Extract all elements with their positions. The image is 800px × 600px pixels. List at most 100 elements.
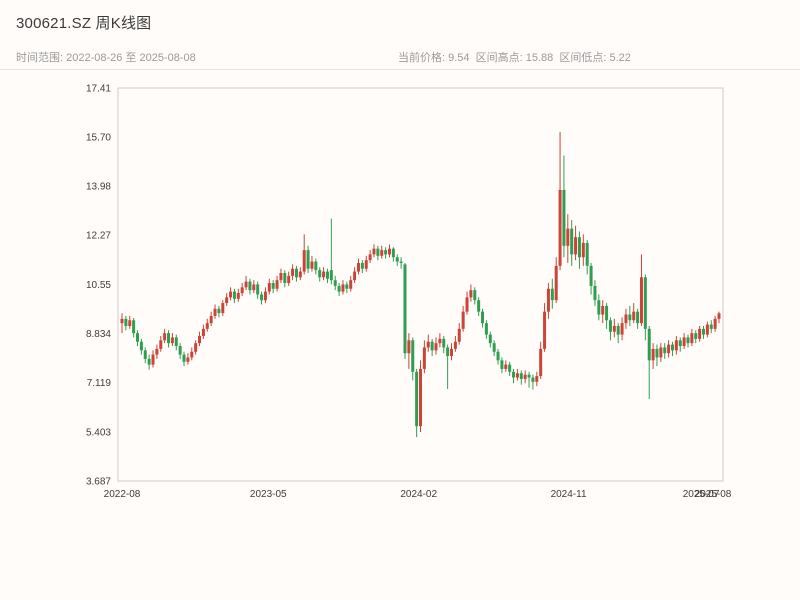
candle-body-down (124, 318, 128, 326)
candle-body-down (597, 300, 601, 315)
candle-body-up (128, 320, 132, 326)
x-tick-label: 2025-08 (695, 489, 732, 500)
candle-body-down (481, 311, 485, 324)
candle-body-down (415, 371, 419, 427)
candle-body-up (186, 357, 190, 362)
candle-body-down (167, 333, 171, 344)
candle-body-down (473, 290, 477, 301)
candle-body-down (256, 284, 260, 295)
candle-body-down (647, 328, 651, 361)
candle-body-down (376, 248, 380, 256)
candle-body-up (201, 328, 205, 337)
candle-body-down (519, 373, 523, 379)
candle-body-up (713, 318, 717, 329)
candle-body-up (535, 376, 539, 382)
candle-body-down (608, 320, 612, 332)
y-tick-label: 17.41 (86, 84, 111, 95)
candle-body-up (368, 254, 372, 261)
candle-body-down (550, 288, 554, 301)
candle-body-down (411, 340, 415, 372)
candle-body-up (349, 280, 353, 289)
candle-body-down (294, 268, 298, 278)
candle-body-down (636, 311, 640, 324)
price-summary-label: 当前价格: 9.54 区间高点: 15.88 区间低点: 5.22 (398, 52, 631, 64)
candle-body-up (120, 318, 124, 324)
candle-body-up (554, 265, 558, 301)
candle-body-down (391, 248, 395, 258)
candle-body-up (341, 284, 345, 292)
x-tick-label: 2024-02 (400, 489, 437, 500)
candle-body-up (190, 351, 194, 358)
candle-body-down (512, 371, 516, 378)
candle-body-down (484, 323, 488, 335)
candle-body-down (306, 250, 310, 269)
candle-body-up (546, 288, 550, 312)
candle-body-up (504, 364, 508, 369)
candle-body-up (155, 348, 159, 355)
candle-body-down (329, 270, 333, 281)
candle-body-down (442, 338, 446, 348)
y-tick-label: 8.834 (86, 329, 111, 340)
x-tick-label: 2025-07 (683, 489, 720, 500)
candle-body-down (178, 346, 182, 355)
candle-body-up (310, 261, 314, 269)
candle-body-up (717, 313, 721, 319)
candle-body-up (221, 303, 225, 314)
plot-frame (117, 87, 724, 482)
y-tick-label: 7.119 (87, 378, 112, 389)
candle-body-up (461, 311, 465, 329)
candle-body-up (380, 250, 384, 256)
candle-body-down (232, 291, 236, 299)
candle-body-up (457, 328, 461, 342)
candle-body-up (651, 348, 655, 361)
candle-body-up (291, 268, 295, 276)
candle-body-up (170, 337, 174, 344)
candle-body-down (589, 265, 593, 286)
candle-body-down (508, 364, 512, 372)
candle-body-up (198, 336, 202, 344)
candle-body-down (403, 264, 407, 354)
candle-body-down (325, 271, 329, 279)
candle-body-down (360, 262, 364, 269)
candle-body-up (674, 340, 678, 351)
candle-body-up (632, 311, 636, 321)
page-title: 300621.SZ 周K线图 (16, 15, 152, 32)
candle-body-up (539, 348, 543, 377)
candle-body-down (271, 283, 275, 289)
candle-body-up (434, 343, 438, 351)
candle-body-up (450, 348, 454, 357)
candle-body-up (698, 328, 702, 339)
candle-body-up (275, 280, 279, 289)
candle-body-up (236, 293, 240, 299)
header-divider (0, 69, 800, 70)
candle-body-up (601, 305, 605, 315)
candle-body-up (426, 341, 430, 348)
candle-body-down (701, 328, 705, 335)
candle-body-down (709, 324, 713, 329)
candle-body-down (139, 341, 143, 351)
candle-body-up (229, 291, 233, 298)
candle-body-up (372, 248, 376, 255)
candle-body-down (345, 284, 349, 289)
candle-body-down (628, 314, 632, 321)
candle-body-down (217, 308, 221, 314)
candle-body-up (407, 340, 411, 354)
candle-body-down (500, 360, 504, 369)
candle-body-down (147, 358, 151, 365)
candle-body-up (574, 237, 578, 255)
candle-body-up (356, 262, 360, 272)
candle-body-up (151, 354, 155, 365)
kline-chart: 17.41 15.70 13.98 12.27 10.55 8.834 7.119 5.403… (86, 84, 732, 501)
candle-body-up (205, 323, 209, 329)
candle-body-up (159, 340, 163, 349)
candle-body-down (670, 344, 674, 351)
candle-body-down (132, 320, 136, 334)
candle-body-up (240, 287, 244, 294)
candle-body-up (267, 283, 271, 292)
y-tick-label: 13.98 (86, 182, 111, 193)
candle-body-down (562, 189, 566, 246)
candle-body-down (527, 374, 531, 378)
candle-body-down (337, 285, 341, 292)
candle-body-down (260, 294, 264, 301)
candle-body-up (298, 271, 302, 278)
